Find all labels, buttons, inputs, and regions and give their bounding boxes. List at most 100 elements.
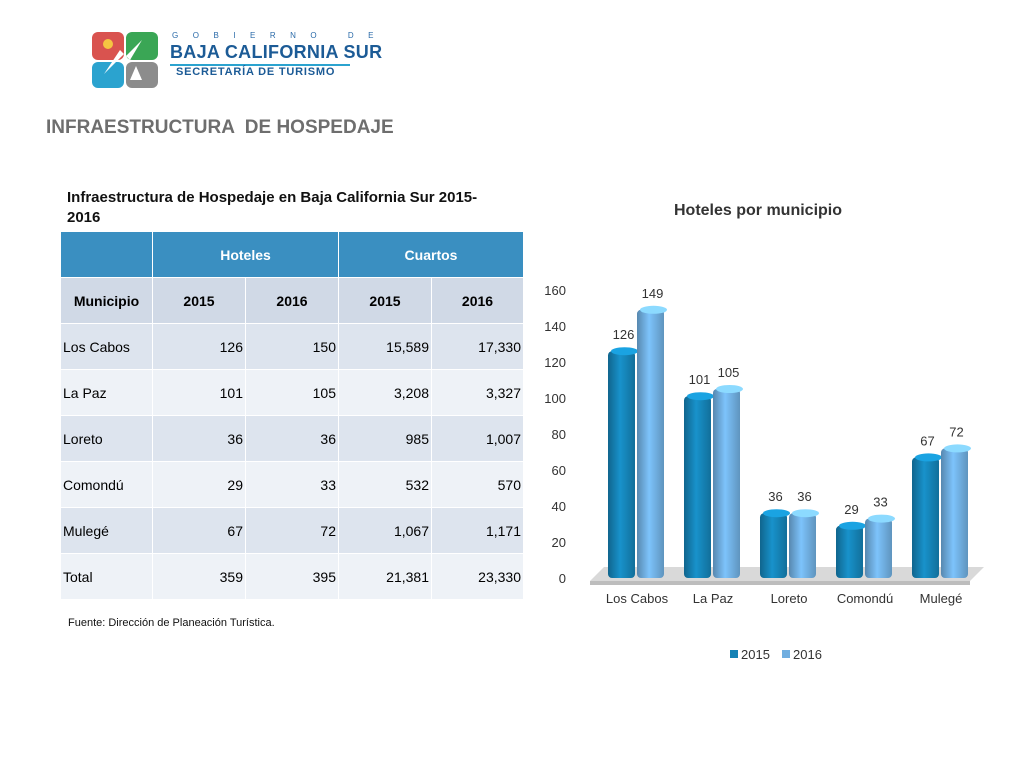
table-cell: 532 bbox=[338, 461, 432, 508]
x-tick-label: Los Cabos bbox=[606, 591, 669, 606]
table-caption: Infraestructura de Hospedaje en Baja Cal… bbox=[67, 189, 478, 226]
table-cell: 150 bbox=[245, 323, 339, 370]
table-cell: 33 bbox=[245, 461, 339, 508]
table-cell: 3,208 bbox=[338, 369, 432, 416]
table-cell: La Paz bbox=[60, 369, 153, 416]
table-group-header-row: Hoteles Cuartos bbox=[60, 231, 524, 278]
chart-title: Hoteles por municipio bbox=[673, 202, 842, 219]
bar-cap-2016 bbox=[792, 509, 819, 518]
table-cell: 101 bbox=[152, 369, 246, 416]
logo-divider bbox=[170, 64, 350, 66]
y-tick-label: 160 bbox=[544, 283, 566, 298]
group-header-hoteles: Hoteles bbox=[152, 231, 339, 278]
bar-2015 bbox=[684, 396, 711, 578]
bar-cap-2015 bbox=[611, 347, 638, 356]
table-cell: 126 bbox=[152, 323, 246, 370]
bar-2016 bbox=[789, 513, 816, 578]
bar-2015 bbox=[836, 525, 863, 578]
table-cell: 1,171 bbox=[431, 507, 524, 554]
y-tick-label: 60 bbox=[552, 463, 566, 478]
chart-floor-edge bbox=[590, 581, 970, 585]
data-label: 29 bbox=[844, 502, 858, 517]
bar-cap-2016 bbox=[640, 305, 667, 314]
bar-2016 bbox=[713, 389, 740, 578]
table-row: Los Cabos 126 150 15,589 17,330 bbox=[60, 323, 524, 370]
bar-2015 bbox=[760, 513, 787, 578]
table-corner-cell bbox=[60, 231, 153, 278]
y-tick-label: 40 bbox=[552, 499, 566, 514]
government-logo: GOBIERNO DE BAJA CALIFORNIA SUR SECRETAR… bbox=[90, 28, 382, 90]
data-label: 149 bbox=[642, 286, 664, 301]
x-tick-label: Mulegé bbox=[920, 591, 963, 606]
table-cell: 570 bbox=[431, 461, 524, 508]
data-label: 67 bbox=[920, 433, 934, 448]
secretariat-name: SECRETARÍA DE TURISMO bbox=[176, 66, 336, 78]
bar-2016 bbox=[865, 518, 892, 578]
table-cell: Mulegé bbox=[60, 507, 153, 554]
source-note: Fuente: Dirección de Planeación Turístic… bbox=[68, 617, 275, 629]
bar-cap-2015 bbox=[687, 392, 714, 401]
table-row-total: Total 359 395 21,381 23,330 bbox=[60, 553, 524, 600]
table-cell: 1,067 bbox=[338, 507, 432, 554]
table-cell: Total bbox=[60, 553, 153, 600]
y-tick-label: 120 bbox=[544, 355, 566, 370]
lodging-table: Hoteles Cuartos Municipio 2015 2016 2015… bbox=[60, 231, 524, 600]
table-cell: 17,330 bbox=[431, 323, 524, 370]
bar-2015 bbox=[912, 457, 939, 578]
table-row: Comondú 29 33 532 570 bbox=[60, 461, 524, 508]
data-label: 105 bbox=[718, 365, 740, 380]
x-tick-label: La Paz bbox=[693, 591, 733, 606]
table-cell: 985 bbox=[338, 415, 432, 462]
legend-label: 2015 bbox=[741, 647, 770, 662]
table-cell: Loreto bbox=[60, 415, 153, 462]
state-name: BAJA CALIFORNIA SUR bbox=[170, 42, 383, 62]
table-cell: 67 bbox=[152, 507, 246, 554]
table-cell: 359 bbox=[152, 553, 246, 600]
bar-cap-2015 bbox=[915, 453, 942, 462]
table-cell: 1,007 bbox=[431, 415, 524, 462]
table-cell: 29 bbox=[152, 461, 246, 508]
group-header-cuartos: Cuartos bbox=[338, 231, 524, 278]
table-cell: 105 bbox=[245, 369, 339, 416]
x-tick-label: Loreto bbox=[771, 591, 808, 606]
logo-emblem-icon bbox=[92, 32, 158, 88]
bar-2015 bbox=[608, 351, 635, 578]
table-row: Mulegé 67 72 1,067 1,171 bbox=[60, 507, 524, 554]
table-cell: Los Cabos bbox=[60, 323, 153, 370]
data-label: 33 bbox=[873, 495, 887, 510]
data-label: 36 bbox=[768, 489, 782, 504]
column-header: 2015 bbox=[338, 277, 432, 324]
table-cell: 21,381 bbox=[338, 553, 432, 600]
column-header: 2016 bbox=[431, 277, 524, 324]
data-label: 36 bbox=[797, 489, 811, 504]
legend-swatch bbox=[730, 650, 738, 658]
bar-2016 bbox=[637, 309, 664, 578]
y-tick-label: 80 bbox=[552, 427, 566, 442]
table-cell: 3,327 bbox=[431, 369, 524, 416]
bar-cap-2016 bbox=[716, 385, 743, 393]
table-cell: 23,330 bbox=[431, 553, 524, 600]
bar-cap-2015 bbox=[763, 509, 790, 518]
bar-2016 bbox=[941, 448, 968, 578]
y-tick-label: 140 bbox=[544, 319, 566, 334]
data-label: 72 bbox=[949, 424, 963, 439]
table-column-header-row: Municipio 2015 2016 2015 2016 bbox=[60, 277, 524, 324]
y-tick-label: 20 bbox=[552, 535, 566, 550]
hotels-bar-chart: 0 20 40 60 80 100 120 140 160 126 149 Los Cabos 101 1… bbox=[544, 283, 984, 662]
legend-label: 2016 bbox=[793, 647, 822, 662]
y-tick-label: 0 bbox=[559, 571, 566, 586]
page-title: INFRAESTRUCTURA DE HOSPEDAJE bbox=[46, 117, 394, 138]
data-label: 126 bbox=[613, 327, 635, 342]
bar-cap-2015 bbox=[839, 521, 866, 530]
data-label: 101 bbox=[689, 372, 711, 387]
column-header: 2016 bbox=[245, 277, 339, 324]
table-row: Loreto 36 36 985 1,007 bbox=[60, 415, 524, 462]
x-tick-label: Comondú bbox=[837, 591, 893, 606]
table-cell: 72 bbox=[245, 507, 339, 554]
table-cell: 15,589 bbox=[338, 323, 432, 370]
y-tick-label: 100 bbox=[544, 391, 566, 406]
column-header: Municipio bbox=[60, 277, 153, 324]
bar-cap-2016 bbox=[944, 444, 971, 453]
column-header: 2015 bbox=[152, 277, 246, 324]
table-cell: Comondú bbox=[60, 461, 153, 508]
